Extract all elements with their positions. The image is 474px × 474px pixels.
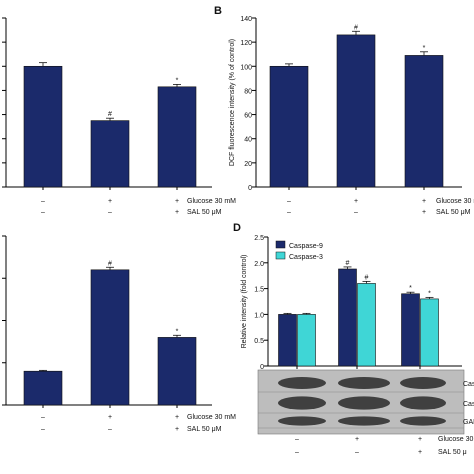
condition-label: SAL 50 μ xyxy=(438,449,467,456)
condition-sign: + xyxy=(108,198,112,205)
bar xyxy=(404,55,444,188)
blot-label: Casp xyxy=(463,381,474,388)
significance-marker: * xyxy=(409,285,412,292)
bar xyxy=(278,314,297,367)
condition-sign: – xyxy=(41,209,45,216)
condition-sign: – xyxy=(295,436,299,443)
bar xyxy=(157,86,197,188)
bar xyxy=(297,314,316,367)
y-tick-label: 1.5 xyxy=(254,287,264,294)
condition-sign: + xyxy=(422,209,426,216)
significance-marker: * xyxy=(176,328,179,335)
condition-sign: – xyxy=(287,209,291,216)
condition-sign: + xyxy=(108,414,112,421)
condition-sign: – xyxy=(108,209,112,216)
condition-sign: + xyxy=(418,436,422,443)
y-tick-label: 60 xyxy=(244,113,252,120)
bar xyxy=(336,34,376,188)
significance-marker: * xyxy=(428,290,431,297)
significance-marker: # xyxy=(108,260,112,267)
bar xyxy=(23,65,63,188)
y-tick-label: 100 xyxy=(240,64,252,71)
condition-sign: + xyxy=(175,414,179,421)
legend-swatch xyxy=(275,251,286,260)
condition-sign: – xyxy=(287,198,291,205)
bar xyxy=(269,65,309,188)
y-tick-label: 120 xyxy=(240,40,252,47)
y-tick-label: 40 xyxy=(244,137,252,144)
blot-band xyxy=(278,416,326,426)
significance-marker: * xyxy=(423,45,426,52)
significance-marker: # xyxy=(365,274,369,281)
condition-sign: + xyxy=(354,198,358,205)
blot-band xyxy=(338,416,390,426)
y-tick-label: 1.0 xyxy=(254,312,264,319)
condition-label: Glucose 30 mM xyxy=(436,198,474,205)
condition-label: Glucose 30 xyxy=(438,436,474,443)
blot-label: Casp xyxy=(463,401,474,408)
condition-sign: – xyxy=(355,449,359,456)
condition-sign: – xyxy=(108,426,112,433)
y-tick-label: 20 xyxy=(244,161,252,168)
blot-band xyxy=(338,377,390,389)
panel-label: D xyxy=(233,222,241,234)
bar xyxy=(357,283,376,367)
bar xyxy=(90,269,130,406)
condition-sign: + xyxy=(418,449,422,456)
y-tick-label: 80 xyxy=(244,88,252,95)
y-tick-label: 0 xyxy=(260,364,264,371)
panel-label: B xyxy=(214,5,222,17)
y-tick-label: 0.5 xyxy=(254,338,264,345)
bar xyxy=(90,120,130,188)
blot-band xyxy=(400,416,446,426)
blot-band xyxy=(278,377,326,389)
condition-sign: – xyxy=(41,414,45,421)
significance-marker: # xyxy=(346,260,350,267)
significance-marker: # xyxy=(354,24,358,31)
bar xyxy=(420,298,439,367)
blot-band xyxy=(400,396,446,410)
bar xyxy=(338,268,357,367)
legend-label: Caspase-9 xyxy=(289,243,323,250)
blot-band xyxy=(400,377,446,389)
condition-sign: – xyxy=(354,209,358,216)
significance-marker: # xyxy=(108,111,112,118)
panel-a: 0000000#*–++Glucose 30 mM––+SAL 50 μM xyxy=(0,16,236,216)
y-axis-label: DCF fluorescence intensity (% of control… xyxy=(229,39,236,166)
condition-label: SAL 50 μM xyxy=(436,209,471,216)
condition-sign: + xyxy=(175,209,179,216)
bar xyxy=(23,370,63,406)
legend-label: Caspase-3 xyxy=(289,254,323,261)
blot-label: GAP xyxy=(463,419,474,426)
condition-label: Glucose 30 mM xyxy=(187,198,236,205)
legend-swatch xyxy=(275,240,286,249)
panel-d: 0 0.5 1.0 1.5 2.0 2.5 Relative intensity (fold… xyxy=(233,222,474,456)
condition-sign: + xyxy=(355,436,359,443)
y-tick-label: 2.5 xyxy=(254,235,264,242)
y-axis-label: Relative intensity (fold control) xyxy=(241,255,248,349)
bar xyxy=(157,337,197,406)
y-tick-label: 140 xyxy=(240,16,252,23)
condition-sign: + xyxy=(422,198,426,205)
panel-c: 00000#*–++Glucose 30 mM––+SAL 50 μM xyxy=(0,234,236,433)
condition-sign: – xyxy=(295,449,299,456)
condition-sign: – xyxy=(41,426,45,433)
y-tick-label: 2.0 xyxy=(254,261,264,268)
condition-label: SAL 50 μM xyxy=(187,426,222,433)
blot-band xyxy=(338,396,390,410)
condition-sign: + xyxy=(175,426,179,433)
bar xyxy=(401,293,420,367)
panel-b: 0 20 40 60 80 100 120 140 DCF fluorescence inten… xyxy=(214,5,474,216)
condition-sign: – xyxy=(41,198,45,205)
y-tick-label: 0 xyxy=(248,185,252,192)
significance-marker: * xyxy=(176,77,179,84)
blot-band xyxy=(278,396,326,410)
condition-label: SAL 50 μM xyxy=(187,209,222,216)
condition-sign: + xyxy=(175,198,179,205)
condition-label: Glucose 30 mM xyxy=(187,414,236,421)
